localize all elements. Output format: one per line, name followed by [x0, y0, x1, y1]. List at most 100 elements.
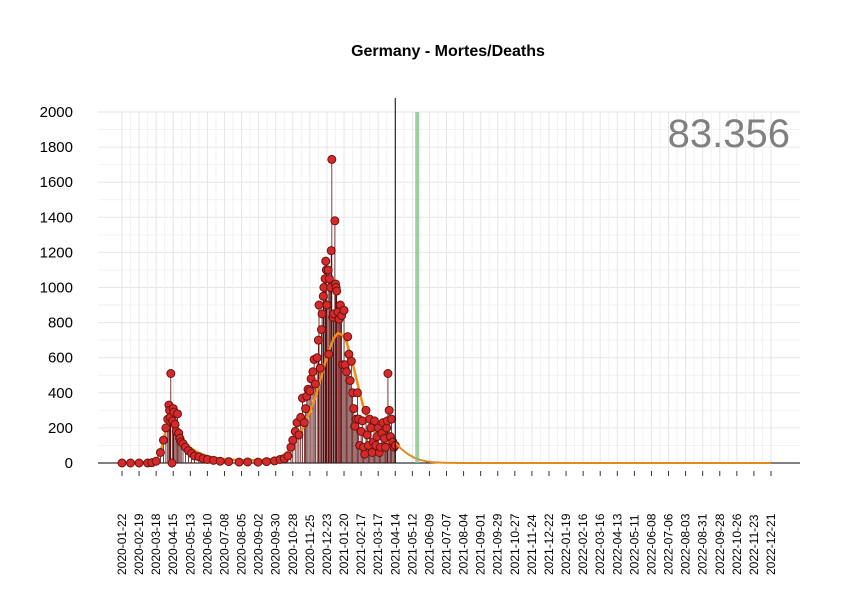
x-tick-label: 2021-01-20: [337, 513, 351, 575]
x-tick-label: 2021-09-29: [491, 513, 505, 575]
y-tick-label: 400: [48, 385, 73, 402]
death-point: [315, 363, 325, 373]
death-point: [370, 416, 380, 426]
x-tick-label: 2020-10-28: [286, 513, 300, 575]
death-point: [313, 335, 323, 345]
death-point: [314, 300, 324, 310]
grid: [98, 111, 800, 464]
x-tick-label: 2021-07-07: [440, 513, 454, 575]
death-point: [324, 349, 334, 359]
death-point: [352, 388, 362, 398]
x-tick-label: 2020-02-19: [132, 513, 146, 575]
death-point: [349, 404, 359, 414]
x-axis: 2020-01-22 2020-02-19 2020-03-18 2020-04-15…: [115, 471, 778, 575]
x-tick-label: 2021-08-04: [457, 513, 471, 575]
death-point: [294, 430, 304, 440]
death-point: [322, 300, 332, 310]
death-point: [151, 456, 161, 466]
x-tick-label: 2022-02-16: [576, 513, 590, 575]
x-tick-label: 2022-08-31: [696, 513, 710, 575]
y-tick-label: 0: [65, 455, 73, 472]
y-axis: 0 200 400 600 800 1000 1200 1400 1600 1800 2000: [40, 104, 73, 472]
death-point: [339, 305, 349, 315]
death-point: [288, 435, 298, 445]
y-tick-label: 1200: [40, 244, 73, 261]
death-point: [330, 216, 340, 226]
death-point: [324, 274, 334, 284]
x-tick-label: 2020-01-22: [115, 513, 129, 575]
death-point: [321, 256, 331, 266]
death-point: [357, 416, 367, 426]
x-tick-label: 2022-06-08: [644, 513, 658, 575]
x-tick-label: 2022-07-06: [662, 513, 676, 575]
death-point: [384, 405, 394, 415]
y-tick-label: 1400: [40, 209, 73, 226]
x-tick-label: 2022-11-23: [747, 514, 761, 575]
x-tick-label: 2022-05-11: [627, 514, 641, 575]
death-point: [381, 442, 391, 452]
death-point: [332, 286, 342, 296]
x-tick-label: 2021-03-17: [371, 513, 385, 575]
death-point: [155, 447, 165, 457]
death-point: [341, 367, 351, 377]
death-point: [327, 154, 337, 164]
x-tick-label: 2022-09-28: [713, 513, 727, 575]
y-tick-label: 800: [48, 315, 73, 332]
x-tick-label: 2022-03-16: [593, 513, 607, 575]
death-point: [345, 376, 355, 386]
death-point: [134, 458, 144, 468]
y-tick-label: 1600: [40, 174, 73, 191]
y-tick-label: 200: [48, 420, 73, 437]
x-tick-label: 2020-11-25: [303, 514, 317, 575]
death-point: [224, 457, 234, 467]
death-point: [234, 457, 244, 467]
death-point: [299, 418, 309, 428]
x-tick-label: 2022-10-26: [730, 513, 744, 575]
death-point: [166, 368, 176, 378]
x-tick-label: 2020-09-02: [252, 513, 266, 575]
x-tick-label: 2022-12-21: [764, 513, 778, 575]
projection-line: [394, 442, 771, 464]
x-tick-label: 2020-07-08: [217, 513, 231, 575]
x-tick-label: 2021-06-09: [422, 513, 436, 575]
x-tick-label: 2021-02-17: [354, 513, 368, 575]
death-point: [262, 457, 272, 467]
death-point: [158, 435, 168, 445]
projection-date-band: [415, 112, 420, 463]
death-point: [310, 379, 320, 389]
chart-title: Germany - Mortes/Deaths: [351, 43, 545, 60]
x-tick-label: 2020-08-05: [235, 513, 249, 575]
x-tick-label: 2021-04-14: [388, 513, 402, 575]
x-tick-label: 2020-06-10: [200, 513, 214, 575]
death-point: [126, 458, 136, 468]
x-tick-label: 2021-10-27: [508, 513, 522, 575]
death-point: [305, 386, 315, 396]
death-point: [253, 457, 263, 467]
death-point: [312, 353, 322, 363]
death-point: [387, 414, 397, 424]
x-tick-label: 2022-01-19: [559, 513, 573, 575]
x-tick-label: 2020-12-23: [320, 513, 334, 575]
death-point: [117, 458, 127, 468]
death-point: [318, 291, 328, 301]
x-tick-label: 2020-05-13: [183, 513, 197, 575]
death-point: [326, 246, 336, 256]
death-point: [383, 368, 393, 378]
death-point: [301, 404, 311, 414]
death-point: [308, 367, 318, 377]
total-deaths-label: 83.356: [668, 112, 790, 156]
death-point: [346, 356, 356, 366]
projection-curve: [394, 442, 771, 464]
death-point: [215, 456, 225, 466]
y-tick-label: 1000: [40, 280, 73, 297]
x-tick-label: 2020-03-18: [149, 513, 163, 575]
death-point: [173, 409, 183, 419]
x-tick-label: 2021-12-22: [542, 513, 556, 575]
x-tick-label: 2022-04-13: [610, 513, 624, 575]
death-point: [161, 423, 171, 433]
death-point: [283, 451, 293, 461]
death-point: [360, 449, 370, 459]
y-tick-label: 600: [48, 350, 73, 367]
death-point: [317, 309, 327, 319]
